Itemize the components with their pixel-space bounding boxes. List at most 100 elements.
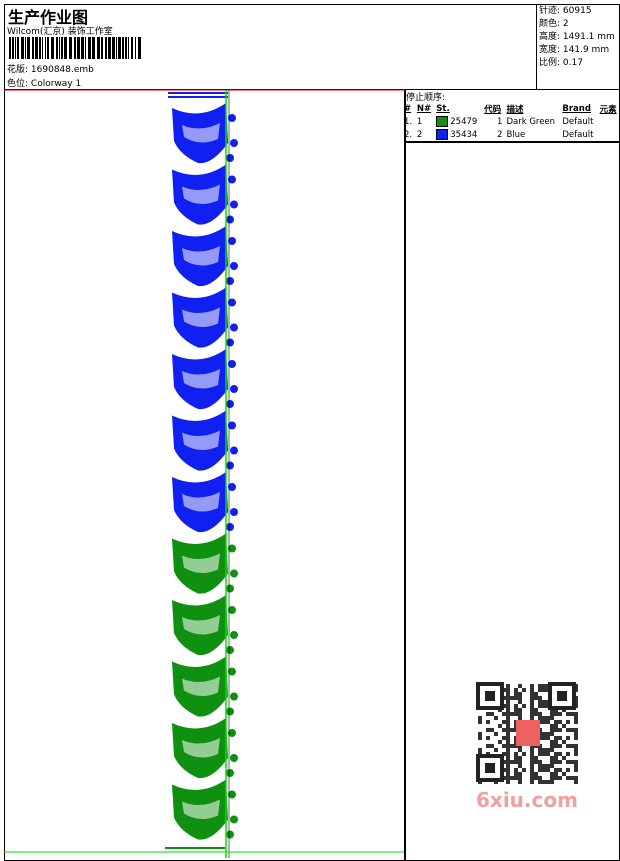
qr-module xyxy=(506,752,510,756)
qr-module xyxy=(546,720,550,724)
qr-module xyxy=(530,688,534,692)
color-swatch xyxy=(436,116,449,127)
qr-module xyxy=(522,688,526,692)
motif-cutwork xyxy=(182,123,220,143)
qr-module xyxy=(574,760,578,764)
motif xyxy=(172,287,238,348)
qr-module xyxy=(486,728,490,732)
qr-module xyxy=(522,768,526,772)
motif-cutwork xyxy=(182,307,220,328)
qr-module xyxy=(554,756,558,760)
qr-module xyxy=(518,716,522,720)
qr-module xyxy=(550,732,554,736)
code: 2 xyxy=(497,129,503,140)
qr-module xyxy=(510,776,514,780)
qr-module xyxy=(546,764,550,768)
qr-module xyxy=(550,760,554,764)
qr-module xyxy=(538,716,542,720)
barcode xyxy=(9,37,141,59)
barcode-bar xyxy=(64,37,67,59)
qr-module xyxy=(518,712,522,716)
motif xyxy=(172,226,238,287)
motif-leaf xyxy=(230,569,238,578)
page-title: 生产作业图 xyxy=(8,8,89,27)
motif-leaf xyxy=(226,646,234,654)
qr-module xyxy=(534,692,538,696)
qr-module xyxy=(518,684,522,688)
qr-module xyxy=(554,772,558,776)
motif-leaf xyxy=(230,139,238,147)
stat-row: 高度: 1491.1 mm xyxy=(539,31,615,44)
qr-module xyxy=(542,780,546,784)
qr-module xyxy=(490,728,494,732)
qr-module xyxy=(546,716,550,720)
qr-code xyxy=(470,680,586,796)
qr-module xyxy=(554,712,558,716)
qr-module xyxy=(538,764,542,768)
motif-leaf xyxy=(230,631,238,639)
qr-module xyxy=(534,772,538,776)
motif-leaf xyxy=(230,754,238,762)
qr-module xyxy=(494,716,498,720)
table-divider xyxy=(404,141,620,143)
qr-module xyxy=(506,756,510,760)
qr-module xyxy=(502,712,506,716)
qr-module xyxy=(518,708,522,712)
qr-module xyxy=(558,728,562,732)
motif-leaf xyxy=(228,360,236,368)
qr-module xyxy=(530,760,534,764)
qr-module xyxy=(574,764,578,768)
qr-module xyxy=(518,776,522,780)
motif-leaf xyxy=(228,729,236,737)
qr-module xyxy=(570,744,574,748)
motif-leaf xyxy=(228,667,236,676)
column-header: 描述 xyxy=(506,104,524,115)
barcode-bar xyxy=(135,37,136,59)
row-index: 1. xyxy=(404,116,413,127)
barcode-bar xyxy=(88,37,91,59)
qr-module xyxy=(506,704,510,708)
barcode-bar xyxy=(125,37,127,59)
qr-module xyxy=(530,748,534,752)
qr-module xyxy=(530,684,534,688)
qr-module xyxy=(554,728,558,732)
barcode-bar xyxy=(21,37,24,59)
qr-module xyxy=(574,736,578,740)
qr-module xyxy=(550,780,554,784)
qr-module xyxy=(514,776,518,780)
column-header: Brand xyxy=(562,103,591,114)
qr-module xyxy=(530,700,534,704)
qr-module xyxy=(518,764,522,768)
qr-module xyxy=(510,760,514,764)
stat-label: 高度: xyxy=(539,32,561,42)
barcode-bar xyxy=(15,37,16,59)
qr-module xyxy=(538,768,542,772)
motif-cutwork xyxy=(182,553,220,574)
motif-leaf xyxy=(228,544,236,553)
qr-module xyxy=(506,700,510,704)
qr-module xyxy=(574,720,578,724)
qr-module xyxy=(562,772,566,776)
motif-leaf xyxy=(230,815,238,824)
qr-module xyxy=(550,712,554,716)
motif-leaf xyxy=(226,277,234,285)
stop-sequence-title: 停止顺序: xyxy=(406,93,446,103)
qr-module xyxy=(546,732,550,736)
qr-module xyxy=(514,688,518,692)
qr-module xyxy=(534,760,538,764)
qr-module xyxy=(530,752,534,756)
motif-leaf xyxy=(230,323,238,332)
motif-leaf xyxy=(230,508,238,516)
qr-module xyxy=(518,748,522,752)
qr-module xyxy=(478,716,482,720)
barcode-bar xyxy=(105,37,107,59)
qr-module xyxy=(574,732,578,736)
qr-module xyxy=(534,696,538,700)
qr-module xyxy=(510,696,514,700)
qr-module xyxy=(546,752,550,756)
motif-leaf xyxy=(230,692,238,701)
qr-module xyxy=(502,728,506,732)
motif xyxy=(172,779,238,840)
qr-module xyxy=(518,772,522,776)
